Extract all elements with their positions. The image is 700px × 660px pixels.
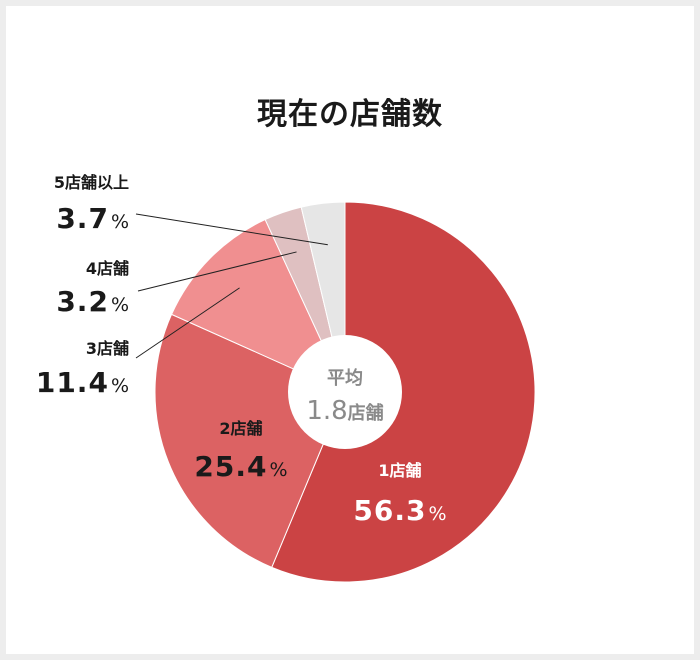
center-average: 1.8店舗 bbox=[306, 396, 383, 426]
pie-chart: 現在の店舗数 平均 1.8店舗 1店舗 56.3 % 2店舗 25.4 % 3店舗 11.4%… bbox=[36, 97, 536, 583]
slice-label-2: 2店舗 bbox=[219, 419, 262, 438]
slice-label-5-plus: 5店舗以上 bbox=[54, 173, 129, 192]
leader-lines bbox=[135, 213, 328, 359]
leader-line-5-plus bbox=[135, 213, 328, 246]
slice-value-4: 3.2% bbox=[56, 285, 129, 318]
slice-value-5-plus: 3.7% bbox=[56, 202, 129, 235]
slice-label-1: 1店舗 bbox=[378, 461, 421, 480]
center-caption: 平均 bbox=[327, 367, 363, 389]
slice-label-4: 4店舗 bbox=[86, 259, 129, 278]
chart-card: 現在の店舗数 平均 1.8店舗 1店舗 56.3% 2店舗 25.4% 3店舗 11.4%… bbox=[6, 6, 694, 654]
chart-title: 現在の店舗数 bbox=[257, 97, 443, 132]
leader-line-3 bbox=[135, 287, 240, 359]
slice-value-3: 11.4% bbox=[36, 366, 129, 399]
leader-line-4 bbox=[137, 251, 297, 292]
slice-labels: 1店舗 56.3 % 2店舗 25.4 % 3店舗 11.4 % 4店舗 3.2 % 5店舗以上 3.7% bbox=[36, 173, 447, 527]
slice-label-3: 3店舗 bbox=[86, 339, 129, 358]
center-circle bbox=[288, 335, 402, 449]
center-unit: 店舗 bbox=[348, 402, 384, 424]
center-value: 1.8 bbox=[306, 396, 347, 426]
slice-value-2: 25.4% bbox=[194, 450, 287, 483]
pie-slice-1 bbox=[271, 201, 536, 583]
pie-slice-3 bbox=[170, 218, 347, 394]
slice-value-1: 56.3% bbox=[353, 494, 446, 527]
